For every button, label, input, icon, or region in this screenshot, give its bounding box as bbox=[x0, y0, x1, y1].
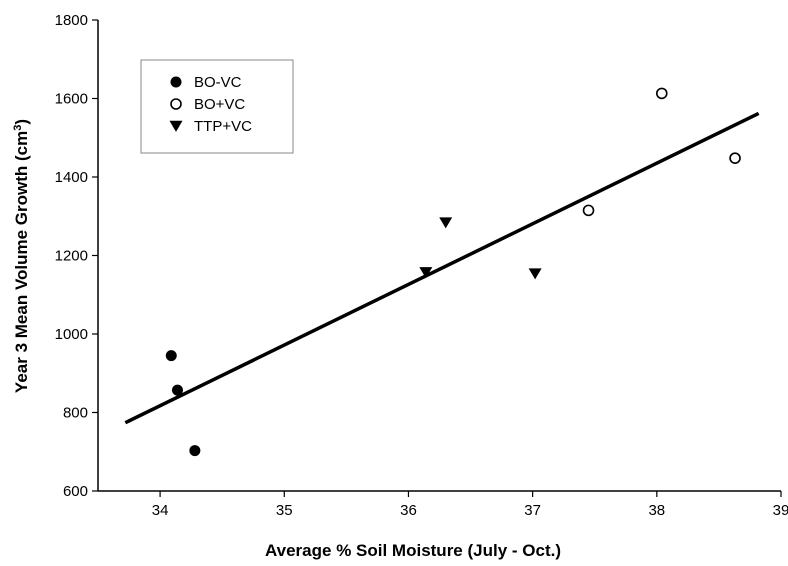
x-axis-ticks: 34 35 36 37 38 39 bbox=[152, 491, 788, 519]
legend-marker bbox=[170, 76, 182, 88]
y-axis-title-superscript: 3 bbox=[12, 125, 24, 131]
y-tick-label: 1200 bbox=[55, 248, 88, 265]
data-point bbox=[528, 268, 542, 280]
x-tick-label: 39 bbox=[773, 502, 788, 519]
legend-label: TTP+VC bbox=[194, 118, 252, 135]
data-point bbox=[655, 87, 668, 100]
legend-label: BO-VC bbox=[194, 74, 242, 91]
data-point bbox=[419, 267, 433, 279]
legend-box bbox=[140, 59, 294, 154]
legend: BO-VC BO+VC TTP+VC bbox=[140, 59, 294, 154]
y-axis-title-main: Year 3 Mean Volume Growth (cm bbox=[12, 131, 31, 393]
x-tick-label: 34 bbox=[152, 502, 169, 519]
data-point bbox=[189, 445, 201, 457]
x-tick-label: 36 bbox=[400, 502, 417, 519]
data-point bbox=[165, 350, 177, 362]
y-axis-title-end: ) bbox=[12, 119, 31, 125]
y-tick-label: 1600 bbox=[55, 91, 88, 108]
y-tick-label: 800 bbox=[63, 405, 88, 422]
trendline bbox=[124, 111, 760, 425]
trendline-group bbox=[124, 111, 760, 425]
data-points bbox=[165, 87, 741, 457]
x-tick-label: 37 bbox=[524, 502, 541, 519]
x-tick-label: 35 bbox=[276, 502, 293, 519]
y-axis-ticks: 600 800 1000 1200 1400 1600 1800 bbox=[55, 12, 98, 500]
y-tick-label: 1400 bbox=[55, 169, 88, 186]
legend-marker bbox=[170, 98, 182, 110]
data-point bbox=[729, 152, 741, 164]
data-point bbox=[171, 384, 183, 396]
y-tick-label: 1800 bbox=[55, 12, 88, 29]
legend-label: BO+VC bbox=[194, 96, 245, 113]
y-tick-label: 600 bbox=[63, 483, 88, 500]
x-tick-label: 38 bbox=[648, 502, 665, 519]
y-axis-title: Year 3 Mean Volume Growth (cm3) bbox=[12, 119, 31, 393]
data-point bbox=[439, 217, 453, 229]
data-point bbox=[582, 204, 595, 217]
y-tick-label: 1000 bbox=[55, 326, 88, 343]
x-axis-title: Average % Soil Moisture (July - Oct.) bbox=[265, 541, 561, 560]
legend-marker bbox=[169, 120, 183, 132]
